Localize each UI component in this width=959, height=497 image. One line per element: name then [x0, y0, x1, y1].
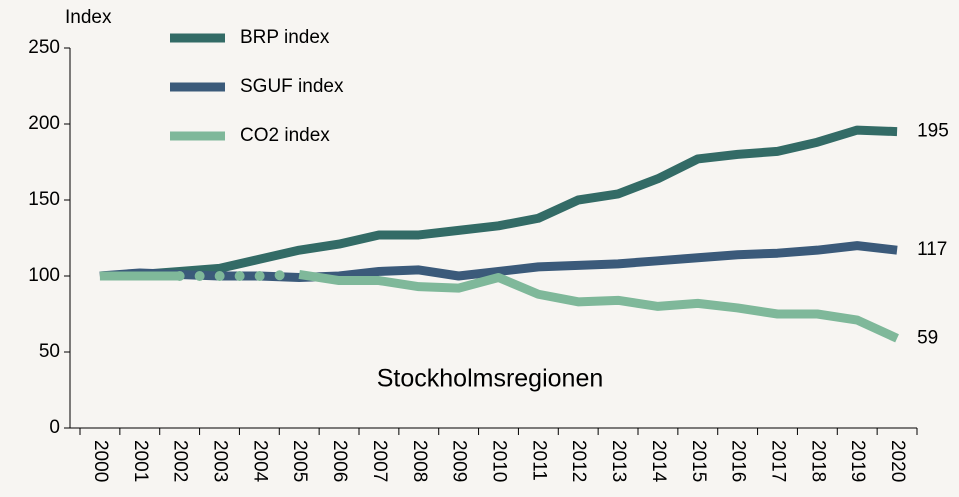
legend-label: SGUF index [240, 76, 344, 97]
line [99, 241, 898, 283]
x-tick-label: 2015 [688, 440, 709, 482]
x-tick-label: 2020 [887, 440, 908, 482]
y-tick-label: 50 [39, 341, 60, 362]
x-tick-label: 2001 [130, 440, 151, 482]
x-tick-label: 2010 [488, 440, 509, 482]
x-tick-label: 2004 [249, 440, 270, 483]
x-tick-label: 2000 [90, 440, 111, 482]
x-tick-label: 2002 [170, 440, 191, 482]
x-tick-label: 2019 [847, 440, 868, 482]
x-tick-label: 2011 [528, 440, 549, 481]
annotation: Stockholmsregionen [377, 365, 604, 393]
x-tick-label: 2017 [767, 440, 788, 482]
y-tick-label: 0 [49, 417, 60, 438]
x-tick-label: 2005 [289, 440, 310, 482]
y-tick-label: 250 [28, 37, 60, 58]
x-tick-label: 2008 [409, 440, 430, 482]
line-dotted [174, 269, 305, 281]
line [99, 125, 898, 281]
x-tick-label: 2009 [449, 440, 470, 482]
x-tick-label: 2014 [648, 440, 669, 483]
x-tick-label: 2003 [209, 440, 230, 482]
x-tick-label: 2007 [369, 440, 390, 482]
x-tick-label: 2012 [568, 440, 589, 482]
y-tick-label: 200 [28, 113, 60, 134]
data-label: 195 [917, 121, 949, 142]
x-tick-label: 2018 [807, 440, 828, 482]
y-tick-label: 100 [28, 265, 60, 286]
y-tick-label: 150 [28, 189, 60, 210]
legend-label: CO2 index [240, 125, 330, 146]
data-label: 59 [917, 327, 938, 348]
x-tick-label: 2006 [329, 440, 350, 482]
line [298, 270, 899, 343]
legend-label: BRP index [240, 27, 330, 48]
y-axis-label: Index [65, 7, 112, 28]
x-tick-label: 2016 [728, 440, 749, 482]
x-tick-label: 2013 [608, 440, 629, 482]
data-label: 117 [917, 239, 947, 260]
